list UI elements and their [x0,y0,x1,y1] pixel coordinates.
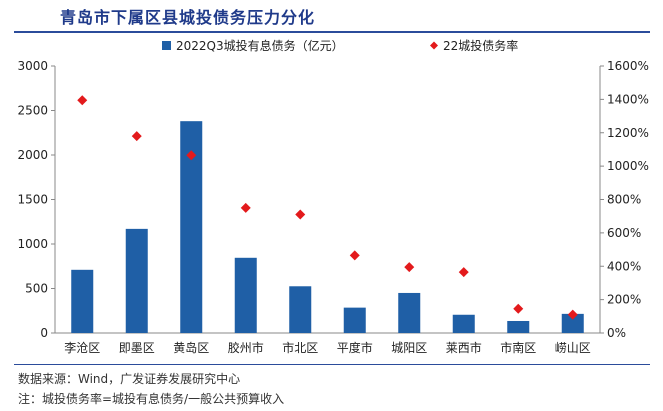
left-tick-label: 500 [25,282,48,296]
debt-ratio-point [513,303,524,314]
right-tick-label: 400% [607,259,641,273]
debt-ratio-point [567,309,578,320]
debt-ratio-point [131,131,142,142]
debt-ratio-point [458,267,469,278]
source-note: 数据来源：Wind，广发证券发展研究中心 [18,372,241,386]
debt-ratio-point [77,95,88,106]
debt-ratio-point [240,202,251,213]
left-tick-label: 1000 [17,237,48,251]
bar [180,121,203,334]
category-label: 市南区 [500,340,536,355]
title-underline [14,31,650,33]
debt-ratio-point [186,150,197,161]
bar [452,314,475,333]
left-tick-label: 2500 [17,104,48,118]
bar [234,257,257,333]
category-label: 胶州市 [228,340,264,355]
category-label: 城阳区 [391,341,427,355]
category-label: 李沧区 [64,340,100,355]
right-tick-label: 1400% [607,92,649,106]
debt-ratio-point [349,250,360,261]
legend-ratio-label: 22城投债务率 [443,38,518,53]
left-tick-label: 0 [40,326,48,340]
category-label: 黄岛区 [173,340,209,355]
chart-notes: 数据来源：Wind，广发证券发展研究中心 注：城投债务率=城投有息债务/一般公共… [18,369,284,409]
category-label: 平度市 [337,340,373,355]
right-tick-label: 1200% [607,126,649,140]
chart-title: 青岛市下属区县城投债务压力分化 [60,8,316,27]
bar [561,313,584,333]
combo-chart: 0 500 1000 1500 2000 2500 3000 0% 200% 400% 600% 80… [17,38,649,355]
debt-ratio-point [295,209,306,220]
legend-bar-label: 2022Q3城投有息债务（亿元） [176,38,344,53]
right-tick-label: 800% [607,193,641,207]
category-label: 崂山区 [555,341,591,355]
notes-divider [14,364,650,365]
bar [125,228,148,333]
debt-ratio-point [404,262,415,273]
category-label: 市北区 [282,340,318,355]
left-tick-label: 1500 [17,193,48,207]
bar [507,320,530,333]
left-tick-label: 3000 [17,59,48,73]
right-tick-label: 0% [607,326,626,340]
bar [343,307,366,333]
right-tick-label: 1000% [607,159,649,173]
right-tick-label: 600% [607,226,641,240]
legend-bar-swatch [162,41,171,50]
legend-ratio-swatch [430,41,438,50]
bar [398,292,421,333]
right-tick-label: 200% [607,293,641,307]
footnote: 注：城投债务率=城投有息债务/一般公共预算收入 [18,392,285,406]
category-label: 即墨区 [119,341,155,355]
bar [71,269,94,333]
bar [289,286,312,333]
right-tick-label: 1600% [607,59,649,73]
left-tick-label: 2000 [17,148,48,162]
category-label: 莱西市 [446,340,482,355]
